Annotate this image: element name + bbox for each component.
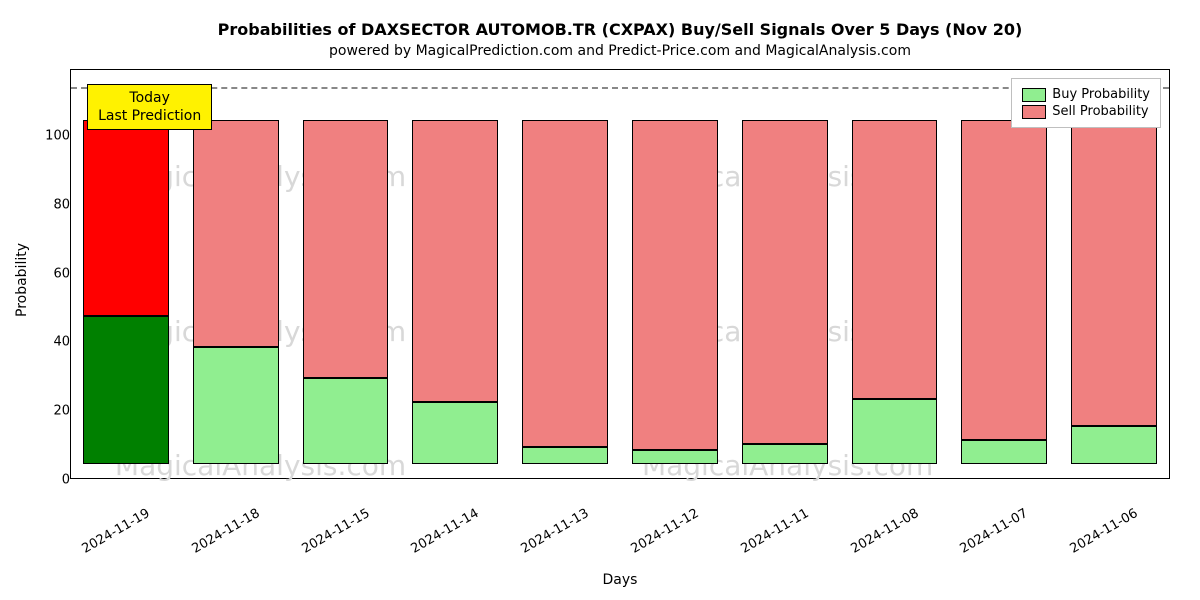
annotation-line-1: Today (98, 89, 201, 107)
legend-item: Sell Probability (1022, 104, 1150, 119)
buy-bar (303, 378, 389, 464)
x-tick-label: 2024-11-08 (844, 506, 921, 559)
today-annotation: Today Last Prediction (87, 84, 212, 130)
x-axis-label: Days (603, 572, 638, 588)
bar-group (632, 70, 718, 478)
y-axis: 0 20 40 60 80 100 (40, 78, 70, 488)
annotation-line-2: Last Prediction (98, 107, 201, 125)
y-tick-label: 60 (40, 266, 70, 281)
x-tick-label: 2024-11-11 (734, 506, 811, 559)
sell-bar (961, 120, 1047, 440)
bar-group (303, 70, 389, 478)
y-axis-label: Probability (14, 243, 30, 317)
sell-bar (193, 120, 279, 347)
chart-title: Probabilities of DAXSECTOR AUTOMOB.TR (C… (70, 20, 1170, 39)
sell-bar (742, 120, 828, 444)
legend-item: Buy Probability (1022, 87, 1150, 102)
sell-bar (522, 120, 608, 447)
bar-group (193, 70, 279, 478)
x-tick-label: 2024-11-13 (515, 506, 592, 559)
buy-bar (522, 447, 608, 464)
bar-group (412, 70, 498, 478)
sell-bar (852, 120, 938, 399)
y-tick-label: 0 (40, 473, 70, 488)
x-tick-label: 2024-11-14 (405, 506, 482, 559)
buy-bar (1071, 426, 1157, 464)
x-tick-label: 2024-11-19 (76, 506, 153, 559)
bar-group (83, 70, 169, 478)
sell-bar (1071, 120, 1157, 427)
legend-swatch (1022, 88, 1046, 102)
bar-group (961, 70, 1047, 478)
buy-bar (961, 440, 1047, 464)
buy-bar (632, 450, 718, 464)
y-tick-label: 20 (40, 404, 70, 419)
x-tick-label: 2024-11-18 (185, 506, 262, 559)
buy-bar (412, 402, 498, 464)
x-tick-label: 2024-11-07 (954, 506, 1031, 559)
bar-group (742, 70, 828, 478)
buy-bar (193, 347, 279, 464)
plot-area: Buy Probability Sell Probability Today La… (70, 69, 1170, 479)
x-axis: Days 2024-11-19 2024-11-18 2024-11-15 2024-… (70, 500, 1170, 590)
sell-bar (412, 120, 498, 403)
legend: Buy Probability Sell Probability (1011, 78, 1161, 128)
x-tick-label: 2024-11-06 (1064, 506, 1141, 559)
y-tick-label: 100 (40, 128, 70, 143)
x-tick-label: 2024-11-15 (295, 506, 372, 559)
sell-bar (303, 120, 389, 378)
y-tick-label: 80 (40, 197, 70, 212)
sell-bar (632, 120, 718, 451)
legend-swatch (1022, 105, 1046, 119)
sell-bar (83, 120, 169, 316)
legend-label: Sell Probability (1052, 104, 1148, 119)
bar-group (522, 70, 608, 478)
chart-container: Probabilities of DAXSECTOR AUTOMOB.TR (C… (0, 0, 1200, 600)
y-tick-label: 40 (40, 335, 70, 350)
buy-bar (852, 399, 938, 464)
buy-bar (742, 444, 828, 465)
bar-group (1071, 70, 1157, 478)
buy-bar (83, 316, 169, 464)
x-tick-label: 2024-11-12 (625, 506, 702, 559)
chart-subtitle: powered by MagicalPrediction.com and Pre… (70, 43, 1170, 59)
bar-group (852, 70, 938, 478)
legend-label: Buy Probability (1052, 87, 1150, 102)
